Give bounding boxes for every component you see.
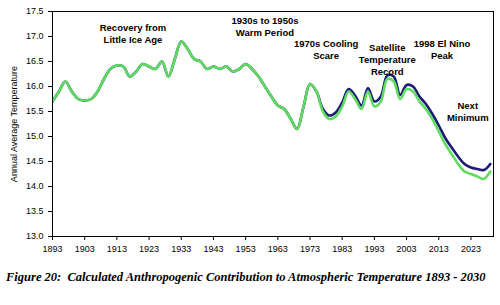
svg-text:2023: 2023 bbox=[461, 244, 481, 254]
svg-text:SatelliteTemperatureRecord: SatelliteTemperatureRecord bbox=[359, 42, 416, 77]
svg-text:17.5: 17.5 bbox=[26, 6, 44, 16]
svg-text:1998 El NinoPeak: 1998 El NinoPeak bbox=[414, 38, 471, 61]
svg-text:1973: 1973 bbox=[300, 244, 320, 254]
svg-text:14.0: 14.0 bbox=[26, 181, 44, 191]
svg-text:16.5: 16.5 bbox=[26, 56, 44, 66]
svg-text:1930s to 1950sWarm Period: 1930s to 1950sWarm Period bbox=[231, 15, 298, 38]
svg-text:15.0: 15.0 bbox=[26, 131, 44, 141]
svg-text:1933: 1933 bbox=[171, 244, 191, 254]
svg-text:NextMinimum: NextMinimum bbox=[447, 100, 489, 123]
svg-text:16.0: 16.0 bbox=[26, 81, 44, 91]
svg-text:17.0: 17.0 bbox=[26, 31, 44, 41]
svg-text:Annual Average Temperature: Annual Average Temperature bbox=[9, 66, 19, 182]
svg-text:Recovery fromLittle Ice Age: Recovery fromLittle Ice Age bbox=[100, 22, 167, 45]
svg-text:2003: 2003 bbox=[397, 244, 417, 254]
svg-text:1993: 1993 bbox=[364, 244, 384, 254]
svg-text:1923: 1923 bbox=[139, 244, 159, 254]
svg-text:1913: 1913 bbox=[107, 244, 127, 254]
svg-text:14.5: 14.5 bbox=[26, 156, 44, 166]
svg-text:1943: 1943 bbox=[203, 244, 223, 254]
html-text:Figure 20: Calculated Anthropo: Figure 20: Calculated Anthropogenic Cont… bbox=[6, 270, 486, 284]
svg-text:1963: 1963 bbox=[268, 244, 288, 254]
svg-text:1970s CoolingScare: 1970s CoolingScare bbox=[294, 38, 359, 61]
svg-text:1903: 1903 bbox=[75, 244, 95, 254]
svg-text:1893: 1893 bbox=[42, 244, 62, 254]
svg-text:2013: 2013 bbox=[429, 244, 449, 254]
svg-text:13.0: 13.0 bbox=[26, 231, 44, 241]
svg-text:1953: 1953 bbox=[236, 244, 256, 254]
svg-text:15.5: 15.5 bbox=[26, 106, 44, 116]
svg-text:1983: 1983 bbox=[332, 244, 352, 254]
svg-text:13.5: 13.5 bbox=[26, 206, 44, 216]
